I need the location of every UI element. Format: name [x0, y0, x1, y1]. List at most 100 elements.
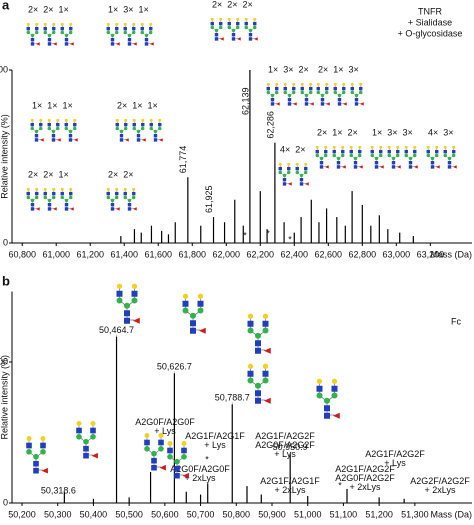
x-tick-label: 62,400 — [281, 249, 309, 259]
peak-label: 62,139 — [240, 87, 250, 115]
composition-label: A2G1F/A2G1F + 2xLys — [260, 476, 320, 495]
x-tick-label: 51,200 — [365, 509, 393, 519]
y-tick-label: 100 — [0, 356, 8, 366]
glycan-count: 1× 1× 1× — [32, 100, 73, 110]
y-tick-label: 0 — [3, 497, 8, 507]
glycan-icon — [443, 145, 458, 169]
glycan-icon — [247, 313, 272, 355]
x-tick-label: 62,600 — [315, 249, 343, 259]
composition-line: + Lys — [384, 458, 406, 468]
glycan-icon — [333, 82, 348, 106]
glycan-count: 4× 2× — [280, 144, 306, 154]
composition-label: A2G0F/A2G0F + 2xLys — [170, 464, 230, 483]
x-tick-label: 62,000 — [213, 249, 241, 259]
glycan-count: 1× 3× 1× — [108, 4, 149, 14]
composition-line: A2G2F/A2G2F — [410, 476, 470, 486]
x-tick-label: 62,800 — [349, 249, 377, 259]
glycan-icon — [149, 118, 164, 142]
glycan-icon — [316, 82, 331, 106]
x-axis-label: Mass (Da) — [430, 509, 472, 519]
composition-line: A2G0F/A2G0F — [170, 464, 230, 474]
composition-line: A2G1F/A2G2F — [335, 464, 395, 474]
composition-line: A2G1F/A2G1F — [185, 431, 245, 441]
x-tick-label: 60,800 — [8, 249, 36, 259]
x-tick-label: 50,700 — [187, 509, 215, 519]
composition-label: A2G1F/A2G1F + Lys — [185, 431, 245, 450]
x-tick-label: 63,000 — [383, 249, 411, 259]
glycan-count: 4× 3× — [428, 127, 454, 137]
glycan-icon — [143, 432, 167, 471]
x-tick-label: 51,100 — [330, 509, 358, 519]
glycan-icon — [404, 145, 419, 169]
composition-line: A2G0F/A2G0F — [135, 417, 195, 427]
composition-line: + Lys — [204, 440, 226, 450]
x-tick-label: 50,600 — [151, 509, 179, 519]
x-tick-label: 50,500 — [115, 509, 143, 519]
x-tick-label: 61,000 — [42, 249, 70, 259]
composition-line: + Lys — [154, 426, 176, 436]
glycan-count: 2× 2× 1× — [28, 4, 69, 14]
composition-line: + 2xLys — [350, 482, 381, 492]
composition-line: + 2xLys — [425, 485, 456, 495]
x-tick-label: 61,200 — [76, 249, 104, 259]
glycan-icon — [349, 145, 364, 169]
glycan-icon — [210, 17, 225, 41]
glycan-icon — [283, 82, 298, 106]
composition-line: + 2xLys — [275, 485, 306, 495]
glycan-icon — [60, 22, 75, 46]
composition-line: + Lys — [274, 449, 296, 459]
marker: * — [243, 230, 247, 240]
panel-label: b — [2, 273, 10, 288]
glycan-icon — [30, 118, 45, 142]
glycan-icon — [123, 187, 138, 211]
glycan-icon — [332, 145, 347, 169]
glycan-count: 1× 3× 2× — [268, 64, 309, 74]
peak-label: 62,286 — [265, 111, 275, 139]
glycan-icon — [106, 22, 121, 46]
y-axis-label: Relative intensity (%) — [0, 355, 9, 440]
glycan-icon — [244, 17, 259, 41]
composition-line: A2G0F/A2G2F — [255, 440, 315, 450]
x-tick-label: 50,300 — [44, 509, 72, 519]
x-tick-label: 51,000 — [294, 509, 322, 519]
glycan-icon — [123, 22, 138, 46]
x-tick-label: 61,800 — [178, 249, 206, 259]
glycan-icon — [47, 118, 62, 142]
x-tick-label: 61,600 — [144, 249, 172, 259]
composition-line: + 2xLys — [185, 473, 216, 483]
composition-line: A2G0F/A2G2F — [335, 473, 395, 483]
peak-label: 50,626.7 — [157, 362, 192, 372]
marker: * — [288, 234, 292, 244]
glycan-icon — [370, 145, 385, 169]
glycan-count: 2× 2× 2× — [212, 0, 253, 9]
glycan-icon — [43, 187, 58, 211]
x-tick-label: 50,400 — [80, 509, 108, 519]
glycan-icon — [132, 118, 147, 142]
x-tick-label: 61,400 — [110, 249, 138, 259]
panel-label: a — [2, 0, 10, 12]
y-tick-label: 0 — [3, 237, 8, 247]
glycan-icon — [75, 420, 99, 459]
glycan-icon — [26, 22, 41, 46]
x-tick-label: 62,200 — [247, 249, 275, 259]
glycan-icon — [426, 145, 441, 169]
glycan-icon — [106, 187, 121, 211]
peak-label: 50,464.7 — [99, 325, 134, 335]
x-tick-label: 50,900 — [258, 509, 286, 519]
glycan-icon — [278, 162, 293, 186]
glycan-icon — [182, 293, 207, 335]
composition-label: A2G2F/A2G2F + 2xLys — [410, 476, 470, 495]
marker: * — [338, 480, 342, 490]
glycan-icon — [350, 82, 365, 106]
glycan-icon — [43, 22, 58, 46]
peak-label: 50,788.7 — [215, 393, 250, 403]
glycan-icon — [115, 118, 130, 142]
subtitle: Fc — [451, 316, 461, 326]
marker: * — [266, 228, 270, 238]
glycan-count: 2× 1× 3× — [318, 64, 359, 74]
subtitle: + Sialidase — [408, 17, 452, 27]
marker: * — [205, 454, 209, 464]
composition-line: A2G1F/A2G2F — [365, 449, 425, 459]
peak-label: 50,950.9 — [273, 442, 308, 452]
